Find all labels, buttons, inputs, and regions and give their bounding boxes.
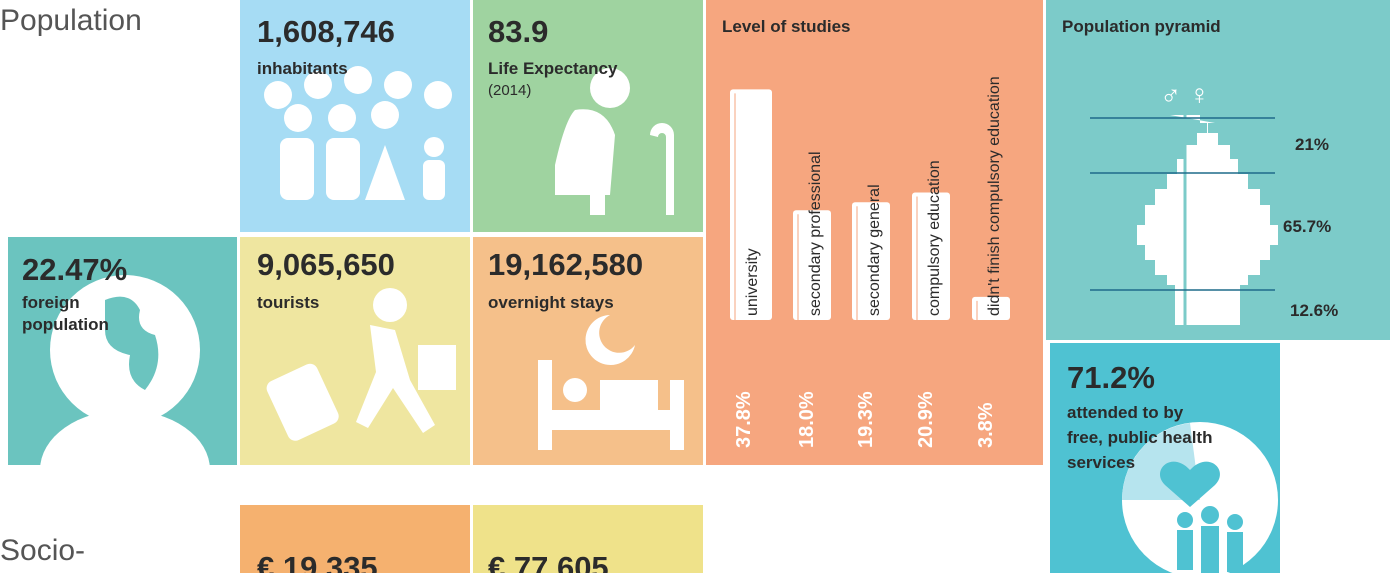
- label: free, public health: [1067, 428, 1212, 447]
- people-icon: [264, 66, 452, 200]
- book: [793, 210, 831, 320]
- elder-icon: [555, 68, 674, 215]
- globe-base: [40, 410, 210, 530]
- label: attended to by: [1067, 403, 1184, 422]
- heart: [1160, 461, 1220, 507]
- book: [912, 192, 950, 320]
- book: [972, 296, 1010, 320]
- figure: 1,608,746: [257, 14, 395, 49]
- category-label: secondary general: [866, 184, 883, 316]
- people-icon: [1177, 506, 1243, 573]
- value-label: 20.9%: [915, 391, 937, 448]
- section-title: Population: [0, 4, 142, 37]
- category-label: didn't finish compulsory education: [986, 76, 1003, 316]
- share: 12.6%: [1290, 301, 1338, 320]
- value-label: 18.0%: [796, 391, 818, 448]
- globe-land: [105, 296, 159, 390]
- book: [852, 202, 890, 320]
- book: [730, 89, 772, 320]
- tile: [473, 505, 703, 573]
- category-label: university: [744, 248, 761, 316]
- value-label: 19.3%: [855, 391, 877, 448]
- figure: 71.2%: [1067, 360, 1155, 395]
- label: overnight stays: [488, 293, 614, 312]
- label: inhabitants: [257, 59, 348, 78]
- figure: 9,065,650: [257, 247, 395, 282]
- pyramid-shape: [1137, 115, 1278, 325]
- figure: € 77.605: [488, 550, 609, 573]
- tourist-icon: [266, 288, 456, 441]
- figure: 22.47%: [22, 252, 127, 287]
- pyramid-lines: [1090, 117, 1275, 291]
- label: services: [1067, 453, 1135, 472]
- note: (2014): [488, 82, 531, 99]
- figure: € 19.335: [257, 550, 378, 573]
- figure: 83.9: [488, 14, 548, 49]
- label: tourists: [257, 293, 319, 312]
- value-label: 3.8%: [975, 402, 997, 448]
- gender-symbols: ♂ ♀: [1160, 79, 1210, 110]
- label: Life Expectancy: [488, 59, 618, 78]
- share: 21%: [1295, 135, 1329, 154]
- tile: [240, 505, 470, 573]
- bed-icon: [538, 315, 684, 450]
- section-title: Socio-: [0, 534, 85, 567]
- share: 65.7%: [1283, 217, 1331, 236]
- title: Level of studies: [722, 17, 850, 36]
- category-label: compulsory education: [926, 160, 943, 316]
- title: Population pyramid: [1062, 17, 1221, 36]
- label: population: [22, 315, 109, 334]
- label: foreign: [22, 293, 80, 312]
- value-label: 37.8%: [733, 391, 755, 448]
- figure: 19,162,580: [488, 247, 643, 282]
- category-label: secondary professional: [807, 151, 824, 316]
